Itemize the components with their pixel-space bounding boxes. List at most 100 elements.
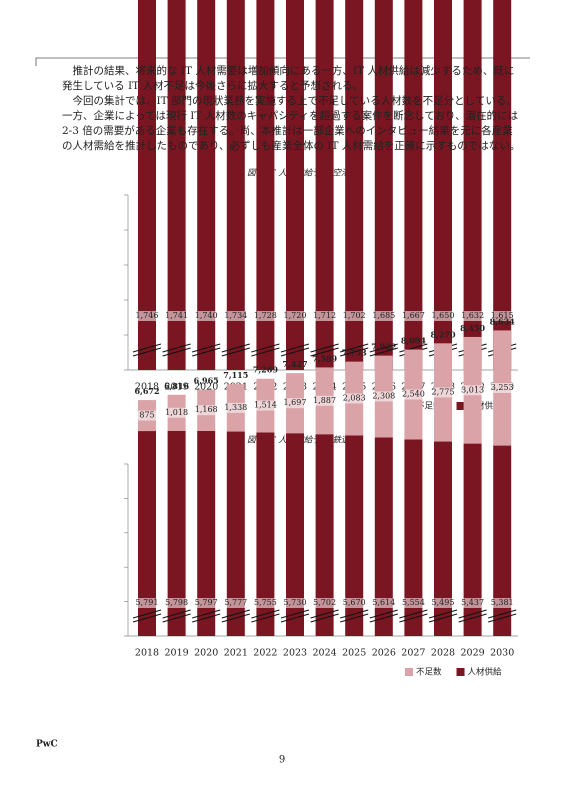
x-tick-label: 2019	[165, 382, 189, 393]
break-mark	[458, 613, 487, 623]
x-tick-label: 2018	[135, 648, 159, 659]
data-label: 1,615	[491, 311, 514, 320]
break-mark	[251, 343, 280, 353]
data-label: 5,798	[165, 598, 188, 607]
x-tick-label: 2027	[401, 648, 425, 659]
label-box	[490, 382, 515, 393]
break-mark	[221, 613, 250, 623]
bar-segment	[463, 443, 482, 636]
label-box	[312, 311, 337, 321]
break-mark	[132, 613, 162, 623]
data-label: 875	[139, 411, 154, 420]
label-box	[431, 598, 455, 608]
data-label: 1,887	[313, 396, 336, 405]
data-label: 1,720	[284, 311, 307, 320]
legend-label: 不足数	[416, 401, 442, 412]
total-label: 7,269	[253, 365, 278, 375]
break-mark	[251, 613, 280, 623]
label-box	[312, 395, 337, 406]
data-label: 1,667	[402, 311, 425, 320]
bar-segment	[374, 437, 393, 636]
total-label: 6,672	[134, 386, 159, 396]
label-box	[194, 598, 219, 608]
x-tick-label: 2023	[283, 648, 307, 659]
data-label: 5,702	[313, 598, 336, 607]
break-mark	[488, 613, 517, 623]
data-label: 2,540	[402, 389, 425, 398]
break-mark	[340, 609, 369, 619]
label-box	[164, 311, 189, 321]
break-mark	[310, 347, 339, 357]
total-label: 7,753	[342, 348, 367, 358]
label-box	[401, 389, 426, 400]
label-box	[371, 598, 396, 608]
data-label: 5,381	[491, 598, 514, 607]
break-mark	[280, 613, 310, 623]
bar-segment	[167, 0, 186, 370]
data-label: 5,554	[402, 598, 425, 607]
bar-segment	[167, 430, 186, 636]
x-tick-label: 2025	[342, 648, 366, 659]
break-mark	[399, 613, 428, 623]
break-mark	[340, 343, 369, 353]
total-label: 8,270	[430, 329, 455, 339]
data-label: 1,018	[165, 408, 188, 417]
legend-swatch	[405, 668, 413, 676]
data-label: 1,728	[254, 311, 277, 320]
data-label: 1,697	[284, 398, 307, 407]
data-label: 5,797	[195, 598, 218, 607]
data-label: 5,791	[136, 598, 159, 607]
label-box	[460, 598, 485, 608]
legend-label: 不足数	[416, 667, 442, 678]
break-mark	[369, 613, 398, 623]
bar-segment	[493, 0, 512, 370]
label-box	[401, 598, 426, 608]
bar-segment	[286, 0, 304, 370]
bar-segment	[434, 441, 452, 636]
data-label: 1,734	[224, 311, 247, 320]
total-label: 6,965	[194, 376, 219, 386]
bar-segment	[197, 0, 216, 370]
break-mark	[399, 609, 428, 619]
total-label: 7,115	[223, 370, 248, 380]
label-box	[283, 398, 307, 409]
bar-segment	[138, 431, 156, 636]
data-label: 1,632	[461, 311, 484, 320]
total-label: 6,816	[164, 381, 189, 391]
break-mark	[221, 609, 250, 619]
break-mark	[458, 609, 487, 619]
break-mark	[369, 347, 398, 357]
data-label: 1,514	[254, 401, 277, 410]
label-box	[253, 311, 278, 321]
label-box	[431, 311, 455, 321]
legend-label: 人材供給	[468, 667, 503, 678]
total-label: 8,450	[460, 323, 485, 333]
break-mark	[132, 343, 162, 353]
bar-segment	[345, 0, 364, 370]
label-box	[223, 402, 248, 413]
data-label: 5,495	[432, 598, 455, 607]
break-mark	[132, 609, 162, 619]
data-label: 3,013	[461, 385, 484, 394]
break-mark	[221, 347, 250, 357]
break-mark	[340, 613, 369, 623]
legend-label: 人材供給	[468, 401, 503, 412]
break-mark	[162, 343, 191, 353]
label-box	[371, 391, 396, 402]
break-mark	[251, 347, 280, 357]
data-label: 1,746	[136, 311, 159, 320]
total-label: 8,094	[401, 336, 426, 346]
label-box	[253, 400, 278, 411]
label-box	[342, 393, 367, 404]
break-mark	[488, 609, 517, 619]
break-mark	[192, 609, 221, 619]
break-mark	[310, 609, 339, 619]
data-label: 1,685	[372, 311, 395, 320]
break-mark	[192, 347, 221, 357]
label-box	[164, 598, 189, 608]
paragraph: 今回の集計では、IT 部門の現状業務を実施する上で不足している人材数を不足分とし…	[62, 95, 521, 152]
bar-segment	[286, 433, 304, 636]
bar-segment	[463, 0, 482, 370]
data-label: 5,670	[343, 598, 366, 607]
x-tick-label: 2026	[372, 648, 396, 659]
